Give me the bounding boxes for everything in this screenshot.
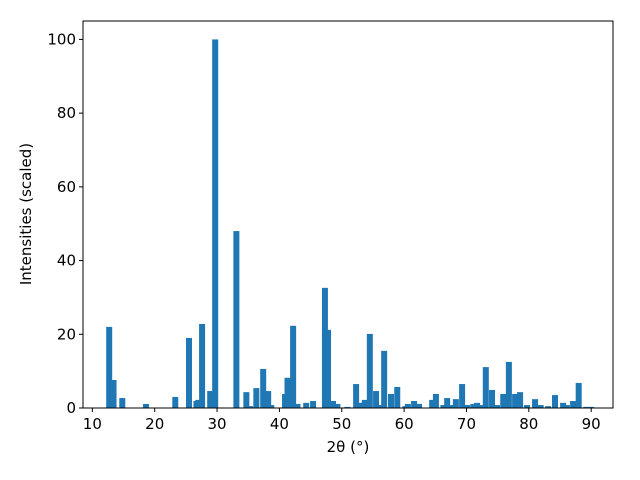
y-tick-label: 20 (57, 325, 76, 343)
bar (517, 392, 524, 408)
bar (575, 382, 582, 408)
x-tick-label: 40 (270, 415, 289, 433)
bar (464, 405, 471, 408)
y-tick-label: 60 (57, 178, 76, 196)
bar (570, 400, 577, 408)
x-axis-label: 2θ (°) (327, 438, 370, 456)
y-tick-label: 80 (57, 104, 76, 122)
bar (233, 231, 240, 408)
bar (416, 403, 423, 408)
bar (253, 388, 260, 408)
bar (444, 398, 451, 408)
y-tick-label: 100 (47, 30, 76, 48)
x-tick-label: 90 (582, 415, 601, 433)
bar (489, 389, 496, 408)
bar (330, 400, 337, 408)
x-tick-label: 20 (145, 415, 164, 433)
bar (325, 329, 332, 408)
plot-frame (82, 20, 614, 409)
bar (474, 402, 481, 408)
bar (588, 406, 595, 408)
x-tick-label: 50 (332, 415, 351, 433)
bar (142, 403, 149, 408)
bar (583, 406, 590, 408)
bar (265, 391, 272, 408)
bar (377, 405, 384, 408)
bar (523, 405, 530, 408)
bar (243, 392, 250, 408)
bar (361, 399, 368, 408)
x-tick-label: 30 (208, 415, 227, 433)
bar (207, 391, 214, 408)
bar (537, 405, 544, 408)
bar (119, 398, 126, 408)
bar (470, 403, 477, 408)
x-tick-label: 80 (519, 415, 538, 433)
bar (560, 402, 567, 408)
bar (532, 399, 539, 408)
bar (212, 39, 219, 409)
bar (172, 396, 179, 408)
bar (199, 323, 206, 408)
bar (404, 403, 411, 408)
bar (260, 368, 267, 408)
bar (284, 377, 291, 408)
bar (429, 399, 436, 408)
bar (268, 405, 275, 408)
bar (477, 405, 484, 408)
bar (459, 384, 466, 408)
y-tick-label: 0 (66, 399, 76, 417)
bar (344, 406, 351, 408)
bar (505, 361, 512, 408)
bar (294, 403, 301, 408)
bar (552, 395, 559, 408)
bar (353, 384, 360, 408)
bar (388, 393, 395, 408)
bar (512, 393, 519, 408)
bar (334, 403, 341, 408)
x-tick-label: 70 (457, 415, 476, 433)
bar (452, 399, 459, 408)
bar (195, 399, 202, 408)
bar (482, 367, 489, 408)
bar (500, 393, 507, 408)
y-axis-label: Intensities (scaled) (17, 143, 35, 285)
bar (494, 405, 501, 408)
x-tick-label: 60 (395, 415, 414, 433)
bar (310, 400, 317, 408)
bar (321, 287, 328, 408)
bar (545, 406, 552, 408)
bar (394, 386, 401, 408)
bar (106, 326, 113, 408)
bar (563, 405, 570, 408)
bar (373, 391, 380, 408)
bar (447, 405, 454, 408)
x-tick-label: 10 (83, 415, 102, 433)
bar (366, 333, 373, 408)
bar (186, 337, 192, 408)
bar (440, 405, 447, 408)
bar (381, 350, 388, 408)
y-tick-label: 40 (57, 252, 76, 270)
bar (110, 379, 117, 408)
bar (247, 406, 254, 408)
bar (356, 402, 363, 408)
bar (290, 325, 297, 408)
bar (411, 400, 418, 408)
bar (303, 402, 310, 408)
bar (432, 393, 439, 408)
